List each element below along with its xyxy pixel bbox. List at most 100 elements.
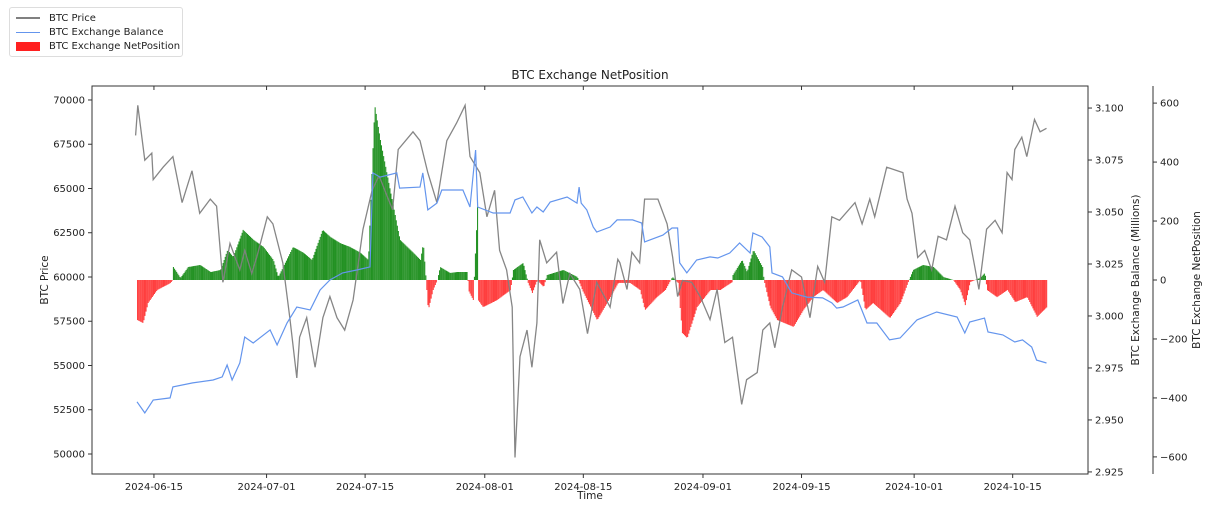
netposition-bar-negative [856,280,858,285]
netposition-bar-negative [839,280,841,302]
netposition-bar-positive [452,272,454,280]
netposition-bar-positive [378,133,380,280]
netposition-bar-positive [260,245,262,280]
netposition-bar-positive [228,252,230,280]
netposition-bar-negative [860,280,862,283]
netposition-bar-positive [577,278,579,280]
netposition-bar-positive [512,270,514,280]
netposition-bar-negative [987,280,989,291]
netposition-bar-positive [553,273,555,280]
netposition-bar-negative [716,280,718,290]
netposition-bar-positive [937,271,939,280]
netposition-bar-negative [529,280,531,288]
netposition-bar-positive [211,271,213,280]
netposition-bar-positive [314,251,316,280]
netposition-bar-positive [393,209,395,280]
netposition-bar-positive [351,248,353,280]
netposition-bar-positive [204,268,206,280]
netposition-bar-positive [207,270,209,280]
netposition-bar-negative [764,280,766,283]
netposition-bar-positive [180,277,182,280]
netposition-bar-negative [492,280,494,302]
netposition-bar-negative [895,280,897,310]
netposition-bar-negative [496,280,498,301]
netposition-bar-negative [847,280,849,296]
netposition-bar-negative [878,280,880,308]
netposition-bar-negative [784,280,786,324]
netposition-bar-negative [695,280,697,311]
netposition-bar-positive [458,272,460,280]
netposition-bar-negative [1021,280,1023,300]
netposition-bar-positive [349,246,351,280]
netposition-bar-positive [459,272,461,280]
netposition-bar-negative [644,280,646,310]
netposition-bar-positive [914,269,916,280]
netposition-bar-negative [711,280,713,290]
x-tick-label: 2024-08-15 [554,482,612,493]
netposition-bar-positive [184,271,186,280]
netposition-bar-positive [366,258,368,280]
netposition-bar-negative [604,280,606,307]
netposition-bar-positive [444,269,446,280]
netposition-bar-negative [595,280,597,318]
netposition-bar-negative [726,280,728,286]
netposition-bar-negative [970,280,972,282]
netposition-bar-negative [888,280,890,318]
balance-line [136,149,1047,414]
legend-label: BTC Price [49,12,96,24]
netposition-bar-negative [590,280,592,307]
netposition-tick-label: 0 [1160,276,1166,287]
netposition-bar-positive [422,247,424,280]
netposition-bar-positive [567,272,569,280]
netposition-bar-negative [718,280,720,290]
netposition-bar-negative [1007,280,1009,290]
netposition-bar-negative [900,280,902,302]
netposition-axis-label: BTC Exchange NetPosition [1191,211,1203,349]
netposition-bar-positive [288,256,290,280]
netposition-tick-label: −200 [1160,334,1187,345]
netposition-bar-positive [282,267,284,280]
netposition-bar-negative [874,280,876,305]
netposition-bar-negative [822,280,824,291]
netposition-bar-negative [482,280,484,307]
netposition-bar-negative [997,280,999,297]
netposition-bar-negative [725,280,727,287]
netposition-bar-negative [171,280,173,281]
netposition-bar-positive [449,272,451,280]
netposition-bar-positive [281,269,283,280]
x-tick-label: 2024-07-15 [336,482,394,493]
netposition-bar-negative [787,280,789,325]
netposition-bar-positive [202,266,204,280]
netposition-bar-positive [978,278,980,280]
netposition-bar-negative [533,280,535,291]
netposition-bar-positive [352,248,354,280]
netposition-bar-negative [708,280,710,293]
netposition-bar-negative [905,280,907,288]
netposition-bar-negative [149,280,151,300]
netposition-bar-negative [1040,280,1042,313]
netposition-bar-negative [992,280,994,295]
netposition-bar-negative [162,280,164,287]
netposition-bar-positive [525,274,527,280]
netposition-bar-negative [429,280,431,303]
netposition-bar-positive [203,267,205,280]
netposition-bar-positive [289,254,291,280]
netposition-bar-negative [579,280,581,284]
netposition-bar-positive [206,269,208,280]
netposition-bar-positive [333,239,335,280]
netposition-bar-positive [365,257,367,280]
netposition-bar-positive [356,250,358,280]
netposition-bar-positive [235,250,237,280]
netposition-bar-negative [686,280,688,338]
netposition-bar-negative [861,280,863,289]
netposition-bar-positive [344,244,346,280]
netposition-bar-positive [385,166,387,280]
netposition-bar-negative [837,280,839,303]
netposition-bar-negative [676,280,678,282]
netposition-bar-negative [864,280,866,308]
price-tick-label: 55000 [53,361,85,372]
netposition-bar-positive [763,276,765,280]
balance-tick-label: 2.950 [1095,415,1124,426]
netposition-bar-negative [143,280,145,321]
netposition-bar-positive [566,271,568,280]
